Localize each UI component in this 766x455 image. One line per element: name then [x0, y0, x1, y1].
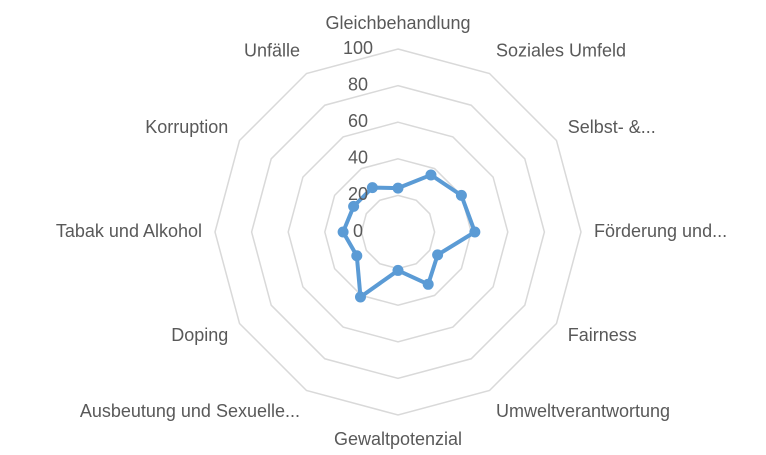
tick-label: 60 [348, 111, 368, 131]
data-point [366, 182, 378, 194]
tick-label: 40 [348, 148, 368, 168]
category-label: Förderung und... [594, 221, 727, 241]
category-label: Fairness [568, 325, 637, 345]
category-label: Ausbeutung und Sexuelle... [80, 401, 300, 421]
data-point [392, 264, 404, 276]
category-label: Korruption [145, 117, 228, 137]
grid-ring [287, 121, 509, 343]
tick-label: 0 [353, 221, 363, 241]
data-point [422, 278, 434, 290]
data-point [425, 169, 437, 181]
data-point [348, 200, 360, 212]
data-point [469, 226, 481, 238]
category-label: Selbst- &... [568, 117, 656, 137]
grid-ring [250, 84, 546, 380]
category-label: Unfälle [244, 41, 300, 61]
category-label: Gewaltpotenzial [334, 429, 462, 449]
data-point [351, 250, 363, 262]
data-point [455, 189, 467, 201]
category-label: Soziales Umfeld [496, 41, 626, 61]
data-point [354, 291, 366, 303]
category-label: Gleichbehandlung [325, 13, 470, 33]
grid-ring [360, 194, 436, 270]
tick-label: 80 [348, 74, 368, 94]
tick-label: 100 [343, 38, 373, 58]
grid-ring [214, 48, 582, 416]
category-label: Doping [171, 325, 228, 345]
data-point [432, 249, 444, 261]
category-label: Tabak und Alkohol [56, 221, 202, 241]
category-label: Umweltverantwortung [496, 401, 670, 421]
data-point [392, 182, 404, 194]
data-point [337, 226, 349, 238]
tick-label: 20 [348, 184, 368, 204]
